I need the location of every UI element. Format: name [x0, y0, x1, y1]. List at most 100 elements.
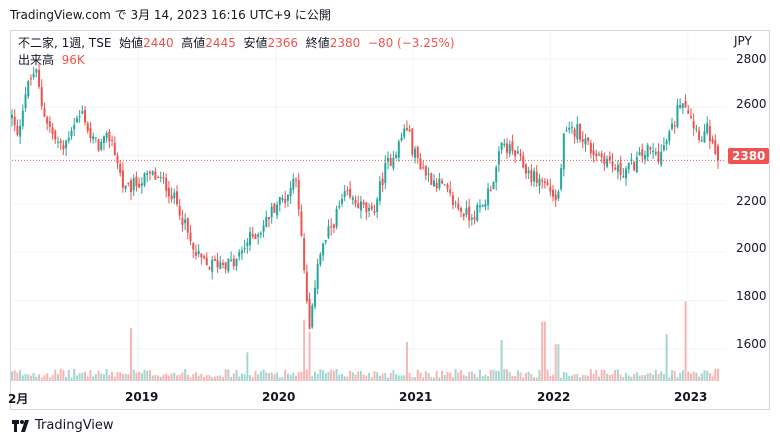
volume-bar	[197, 375, 200, 381]
candle-body	[627, 162, 630, 170]
volume-bar	[286, 373, 289, 381]
candle-body	[524, 164, 527, 174]
candle-body	[281, 198, 284, 200]
volume-bar	[673, 370, 676, 381]
candle-body	[630, 159, 633, 161]
candle-body	[478, 205, 481, 208]
volume-bar	[13, 370, 16, 381]
candle-body	[414, 148, 417, 158]
candle-body	[157, 177, 160, 179]
last-price-tag: 2380	[728, 148, 770, 164]
candle-body	[170, 195, 173, 200]
volume-bar	[676, 377, 679, 381]
volume-bar	[381, 374, 384, 381]
volume-bar	[506, 369, 509, 381]
candle-body	[535, 171, 538, 183]
candle-body	[319, 254, 322, 265]
candle-body	[189, 232, 192, 241]
candle-body	[65, 140, 68, 149]
volume-bar	[416, 369, 419, 381]
volume-bar	[219, 375, 222, 381]
candle-body	[284, 199, 287, 203]
volume-bar	[462, 374, 465, 381]
candle-body	[127, 182, 130, 184]
volume-bar	[606, 373, 609, 381]
volume-bar	[438, 377, 441, 381]
volume-bar	[335, 369, 338, 381]
candle-body	[357, 203, 360, 209]
candle-body	[465, 208, 468, 215]
candle-body	[143, 173, 146, 186]
candle-body	[316, 264, 319, 290]
candle-body	[327, 226, 330, 238]
volume-bar	[230, 376, 233, 381]
volume-bar	[300, 371, 303, 381]
volume-bar	[327, 371, 330, 381]
y-tick-label: 1600	[736, 337, 767, 351]
volume-bar	[216, 375, 219, 381]
y-tick-label: 2200	[736, 194, 767, 208]
volume-bar	[97, 370, 100, 381]
candle-body	[286, 194, 289, 201]
volume-bar	[257, 374, 260, 381]
volume-bar	[397, 375, 400, 381]
candle-body	[276, 204, 279, 216]
volume-bar	[627, 375, 630, 381]
volume-bar	[167, 375, 170, 381]
volume-bar	[113, 376, 116, 381]
candle-body	[176, 191, 179, 205]
volume-bar	[262, 369, 265, 381]
candle-body	[184, 219, 187, 224]
candle-body	[538, 178, 541, 186]
volume-bar	[249, 375, 252, 381]
change-value: −80 (−3.25%)	[367, 36, 455, 50]
candle-body	[386, 157, 389, 162]
candlesticks	[11, 63, 719, 330]
volume-bar	[446, 371, 449, 381]
volume-bar	[173, 372, 176, 381]
volume-bar	[151, 375, 154, 381]
volume-bar	[378, 375, 381, 381]
volume-bar	[341, 373, 344, 381]
close-label: 終値	[305, 36, 330, 50]
candle-body	[373, 211, 376, 213]
candle-body	[303, 238, 306, 271]
volume-bar	[689, 373, 692, 381]
candle-body	[514, 150, 517, 157]
volume-bar	[454, 368, 457, 381]
volume-bar	[178, 374, 181, 381]
candle-body	[487, 188, 490, 206]
candle-body	[246, 242, 249, 246]
volume-bar	[373, 371, 376, 381]
low-value: 2366	[267, 36, 299, 50]
volume-bar	[278, 377, 281, 381]
volume-bar	[284, 369, 287, 381]
candle-body	[570, 127, 573, 129]
candle-body	[576, 124, 579, 140]
volume-bar	[432, 377, 435, 381]
candle-body	[167, 187, 170, 197]
volume-bar	[322, 370, 325, 381]
candle-body	[706, 123, 709, 133]
y-tick-label: 2600	[736, 97, 767, 111]
volume-bar	[176, 375, 179, 381]
volume-bar	[21, 375, 24, 381]
candle-body	[462, 213, 465, 217]
candle-body	[338, 206, 341, 208]
volume-bar	[38, 374, 41, 381]
volume-bar	[194, 372, 197, 381]
candle-body	[673, 125, 676, 127]
volume-bar	[224, 369, 227, 381]
candle-body	[432, 180, 435, 187]
candle-body	[443, 184, 446, 186]
candle-body	[619, 162, 622, 175]
candle-body	[500, 142, 503, 150]
volume-bar	[557, 344, 560, 381]
candle-body	[254, 234, 257, 239]
candle-body	[300, 211, 303, 236]
footer-branding[interactable]: TradingView	[12, 418, 114, 433]
candle-body	[111, 139, 114, 141]
candle-body	[622, 176, 625, 178]
volume-bar	[549, 375, 552, 381]
